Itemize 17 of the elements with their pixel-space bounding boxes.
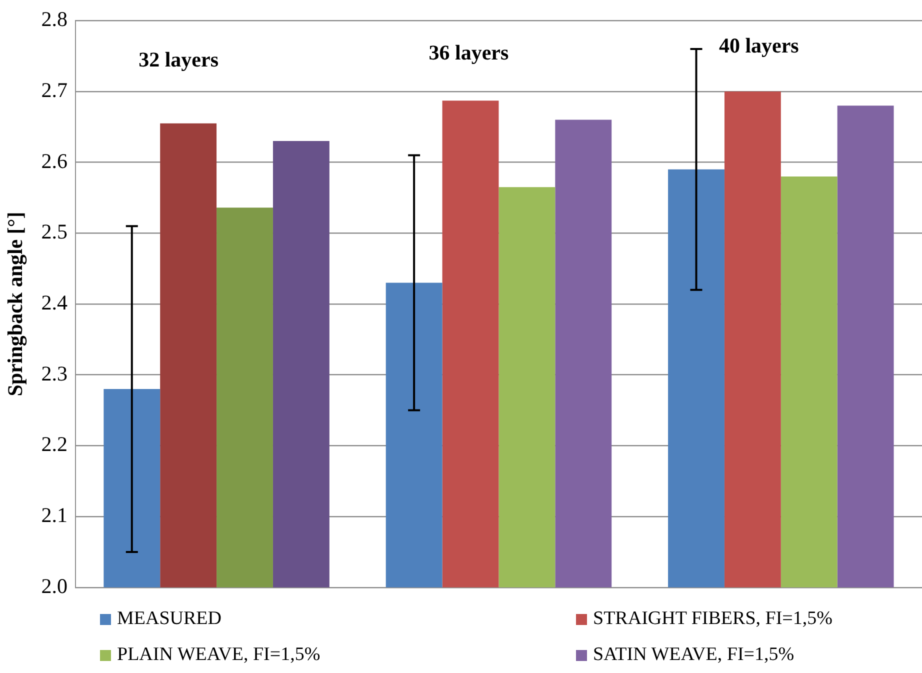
y-tick-label: 2.0 [41,574,68,598]
y-tick-label: 2.2 [41,432,68,456]
legend-label: PLAIN WEAVE, FI=1,5% [116,644,322,666]
x-tick-label: 32 layers [138,48,218,72]
y-tick-label: 2.5 [41,220,68,244]
x-tick-label: 36 layers [428,40,509,65]
y-axis-title: Springback angle [°] [3,212,28,396]
legend-label: SATIN WEAVE, FI=1,5% [592,644,796,666]
y-tick-label: 2.8 [41,7,68,32]
y-tick-label: 2.3 [41,361,68,386]
y-tick-label: 2.1 [41,503,68,528]
y-tick-label: 2.7 [41,78,68,102]
legend-label: STRAIGHT FIBERS, FI=1,5% [592,608,834,630]
x-tick-label: 40 layers [718,34,799,58]
y-tick-label: 2.6 [41,148,68,173]
legend-label: MEASURED [116,608,223,630]
y-tick-label: 2.4 [41,290,68,315]
